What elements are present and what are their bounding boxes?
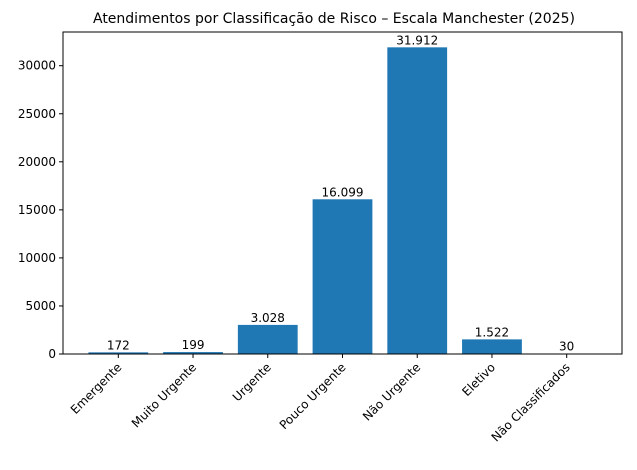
x-tick-label: Eletivo [459,360,498,399]
chart-title: Atendimentos por Classificação de Risco … [93,11,575,27]
x-tick-label: Emergente [68,360,125,417]
x-tick-label: Não Classificados [489,360,573,444]
y-tick-label: 25000 [18,107,56,121]
x-tick-label: Não Urgente [360,360,423,423]
x-tick-label: Muito Urgente [129,360,199,430]
value-label: 1.522 [475,325,509,339]
bar [163,352,223,354]
x-tick-label: Urgente [230,360,274,404]
y-tick-label: 10000 [18,251,56,265]
plot-frame [62,31,623,355]
y-tick-label: 0 [48,347,56,361]
value-label: 199 [182,338,205,352]
bar [237,324,298,354]
y-tick-label: 30000 [18,59,56,73]
bar [88,352,149,354]
bar [312,199,373,354]
value-label: 16.099 [322,185,364,199]
bar [387,47,448,354]
x-tick-label: Pouco Urgente [277,360,349,432]
value-label: 30 [559,340,574,354]
value-label: 31.912 [396,33,438,47]
y-tick-label: 15000 [18,203,56,217]
y-tick-label: 20000 [18,155,56,169]
value-label: 172 [107,338,130,352]
y-tick-label: 5000 [25,299,56,313]
bar [462,339,522,354]
value-label: 3.028 [251,311,285,325]
